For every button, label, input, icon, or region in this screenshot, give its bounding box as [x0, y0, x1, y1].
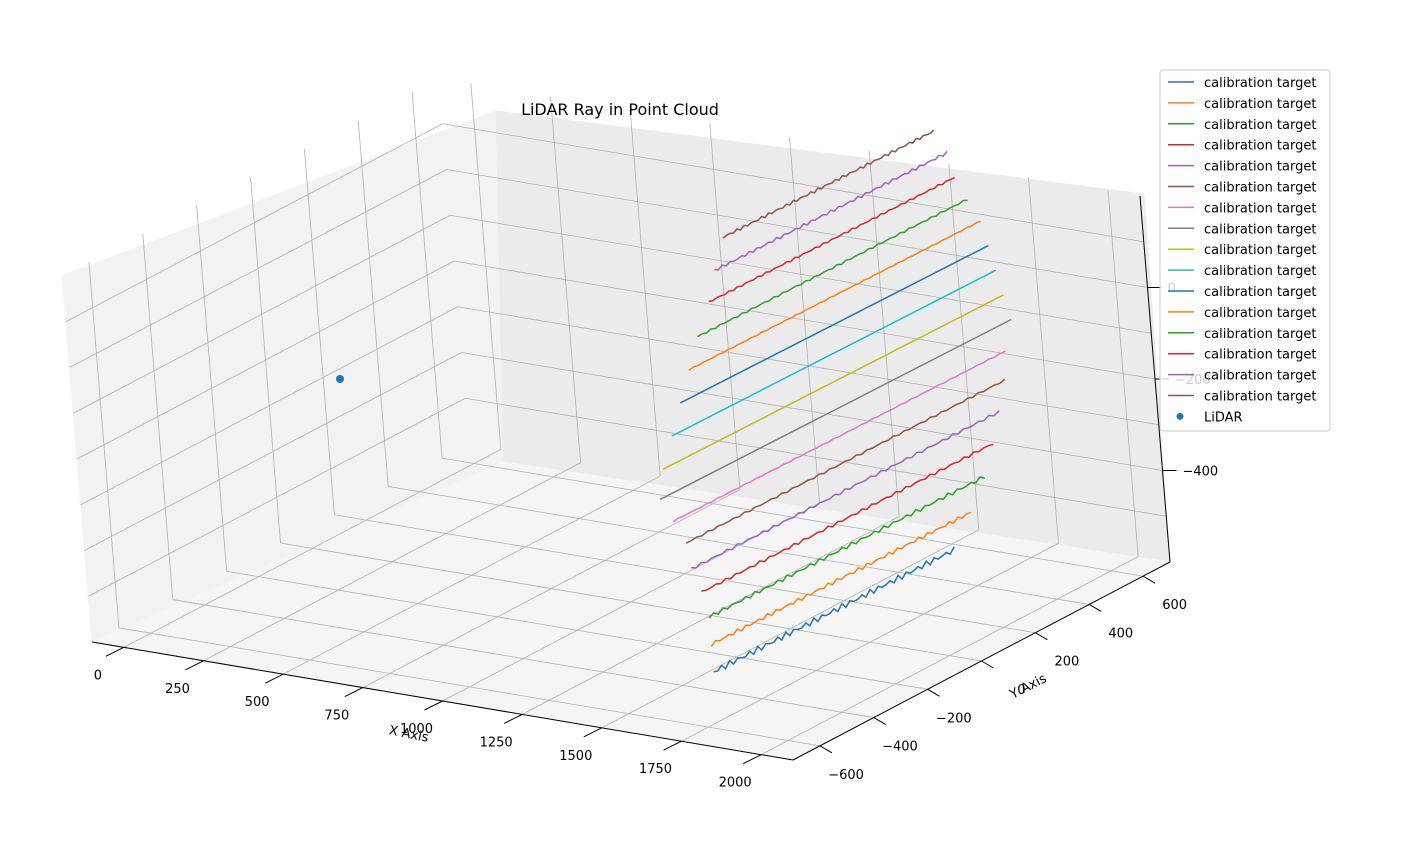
series-lines: [659, 129, 1012, 673]
series-line-12: [688, 220, 981, 371]
x-tick-mark: [264, 673, 284, 684]
x-tick-mark: [105, 646, 125, 657]
x-tick-label: 0: [94, 668, 102, 683]
legend-label: calibration target: [1204, 76, 1316, 91]
series-line-1: [713, 546, 955, 673]
y-grid-floor: [226, 570, 928, 690]
y-tick-label: 0: [1017, 683, 1025, 698]
series-line-9: [662, 294, 1004, 470]
legend: calibration target calibration target cali…: [1159, 69, 1331, 432]
series-line-8: [659, 318, 1012, 501]
series-line-7: [672, 350, 1006, 523]
y-grid-floor: [388, 486, 1090, 605]
z-grid-back: [453, 260, 1156, 380]
z-grid-back: [461, 352, 1163, 471]
legend-label: calibration target: [1204, 306, 1316, 321]
legend-label: calibration target: [1204, 243, 1316, 258]
x-tick-mark: [424, 700, 443, 711]
legend-frame: [1159, 69, 1331, 432]
x-tick-label: 500: [245, 695, 270, 710]
legend-label: calibration target: [1204, 264, 1316, 279]
x-tick-label: 750: [324, 709, 349, 724]
legend-label: calibration target: [1204, 390, 1316, 405]
y-tick-label: 600: [1162, 598, 1187, 613]
x-tick-label: 1000: [400, 722, 433, 737]
x-tick-mark: [503, 713, 523, 724]
z-grid-left: [69, 169, 447, 368]
legend-marker-lidar: [1176, 412, 1184, 420]
legend-label: calibration target: [1204, 181, 1316, 196]
series-line-15: [714, 150, 948, 271]
legend-label: calibration target: [1204, 222, 1316, 237]
x-tick-mark: [583, 727, 603, 738]
z-grid-left: [80, 306, 458, 506]
y-tick-mark: [1088, 603, 1102, 612]
y-grid-floor: [334, 514, 1036, 634]
y-tick-label: −600: [828, 768, 864, 783]
x-tick-mark: [663, 740, 682, 751]
y-tick-label: −200: [936, 711, 972, 726]
z-grid-back: [442, 123, 1144, 243]
legend-label: calibration target: [1204, 118, 1316, 133]
x-tick-mark: [742, 754, 762, 765]
series-line-10: [671, 269, 997, 437]
legend-label: calibration target: [1204, 139, 1316, 154]
legend-label: calibration target: [1204, 369, 1316, 384]
y-grid-floor: [172, 599, 874, 718]
series-line-5: [691, 410, 1000, 569]
legend-label: calibration target: [1204, 285, 1316, 300]
y-tick-label: 400: [1108, 626, 1133, 641]
z-grid-left: [65, 123, 443, 323]
x-tick-label: 1750: [639, 762, 672, 777]
z-grid-back: [450, 214, 1152, 334]
x-tick-mark: [344, 687, 364, 698]
series-line-13: [696, 199, 968, 338]
series-line-4: [701, 443, 994, 592]
y-tick-mark: [873, 717, 887, 726]
legend-label: calibration target: [1204, 97, 1316, 112]
axis-ticks: 025050075010001250150017502000−600−400−2…: [91, 195, 1219, 791]
z-tick-label: −400: [1183, 465, 1219, 480]
series-line-3: [708, 476, 985, 619]
series-line-6: [685, 378, 1006, 544]
legend-label: LiDAR: [1204, 410, 1243, 425]
x-tick-label: 2000: [719, 776, 752, 791]
y-axis-label: Y Axis: [1007, 671, 1050, 703]
legend-label: calibration target: [1204, 160, 1316, 175]
y-tick-mark: [927, 688, 940, 697]
series-line-2: [710, 511, 972, 647]
grid-lines: [65, 83, 1167, 755]
z-grid-back: [465, 397, 1167, 517]
x-tick-label: 1500: [559, 749, 592, 764]
lidar-point: [336, 375, 344, 383]
z-grid-left: [76, 260, 455, 460]
z-grid-left: [88, 397, 466, 597]
y-grid-floor: [118, 627, 820, 747]
x-tick-label: 1250: [480, 735, 513, 750]
chart-title: LiDAR Ray in Point Cloud: [521, 100, 719, 119]
x-tick-mark: [185, 660, 204, 671]
series-line-16: [722, 129, 935, 239]
pane-group: [61, 110, 1172, 761]
y-tick-mark: [981, 660, 994, 669]
y-tick-mark: [1142, 575, 1156, 584]
x-tick-label: 250: [165, 682, 190, 697]
legend-label: calibration target: [1204, 327, 1316, 342]
y-tick-label: −400: [882, 740, 918, 755]
y-tick-label: 200: [1055, 655, 1080, 670]
series-line-14: [708, 176, 955, 303]
legend-label: calibration target: [1204, 348, 1316, 363]
y-grid-floor: [280, 542, 982, 662]
y-tick-mark: [1035, 632, 1048, 641]
z-grid-left: [84, 352, 462, 551]
series-line-11: [679, 244, 989, 404]
legend-label: calibration target: [1204, 201, 1316, 216]
z-grid-left: [73, 214, 451, 414]
y-tick-mark: [819, 745, 833, 754]
